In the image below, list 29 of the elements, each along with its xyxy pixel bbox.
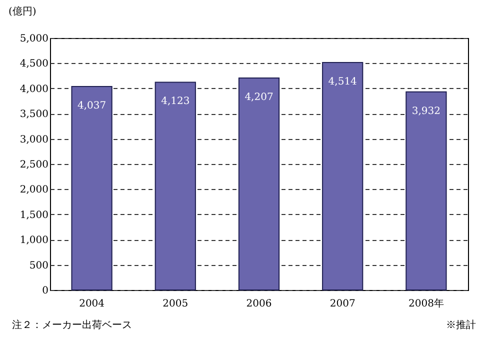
text: ※推計 (446, 318, 476, 332)
x-tick-label: 2005 (162, 298, 188, 310)
text: 注２：メーカー出荷ベース (12, 318, 132, 332)
y-tick-label: 3,500 (20, 109, 48, 120)
y-tick-label: 1,000 (20, 235, 48, 246)
data-label: 3,932 (412, 106, 441, 117)
y-tick-label: 3,000 (20, 134, 48, 146)
data-label: 4,207 (244, 92, 274, 103)
y-tick-label: 5,000 (20, 34, 48, 44)
x-tick-label: 2004 (79, 298, 105, 310)
bar (238, 77, 280, 290)
y-axis-title: (億円) (8, 6, 36, 18)
bar (154, 82, 196, 290)
x-tick-label: 2006 (246, 298, 272, 310)
bar (322, 62, 364, 290)
y-tick-label: 4,500 (20, 58, 48, 70)
data-label: 4,123 (161, 96, 190, 108)
data-label: 4,514 (328, 76, 357, 88)
y-tick-label: 2,500 (20, 160, 48, 170)
y-tick-label: 1,500 (20, 210, 48, 221)
y-tick-label: 500 (29, 260, 48, 272)
x-tick-label: 2007 (330, 298, 356, 310)
bar (71, 86, 112, 290)
bar (406, 91, 447, 290)
y-tick-label: 0 (42, 286, 48, 296)
x-tick-label: 2008年 (408, 298, 444, 310)
data-label: 4,037 (77, 100, 106, 112)
y-tick-label: 4,000 (20, 84, 48, 95)
y-tick-label: 2,000 (20, 184, 48, 196)
